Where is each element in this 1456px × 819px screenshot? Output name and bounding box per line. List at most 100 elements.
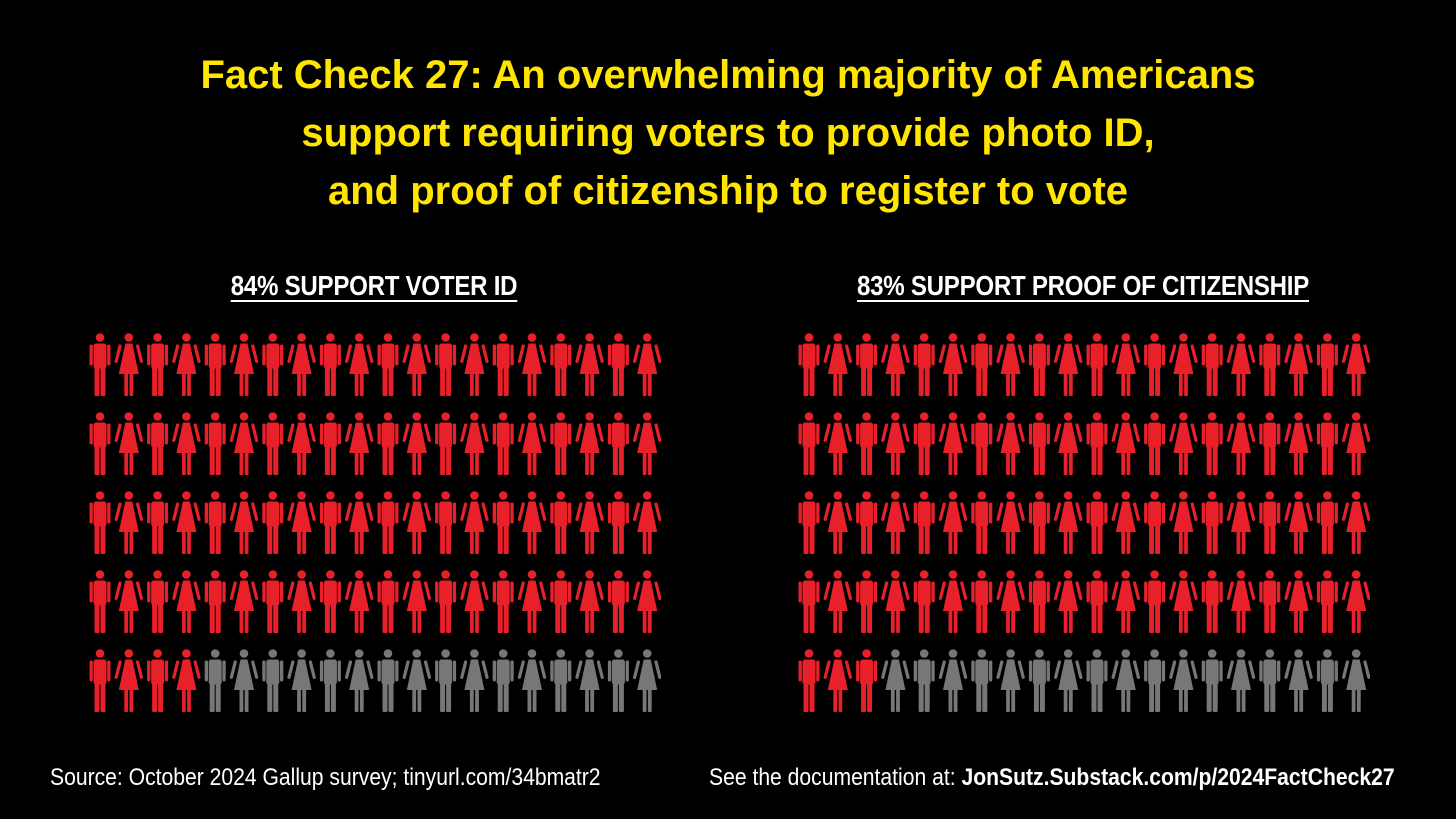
citizenship-man-icon-87 (971, 649, 993, 712)
voter-id-woman-icon-28 (287, 412, 316, 475)
citizenship-woman-icon-16 (1226, 333, 1256, 396)
voter-id-woman-icon-36 (517, 412, 547, 475)
voter-id-man-icon-73 (435, 570, 457, 633)
voter-id-man-icon-87 (262, 649, 284, 712)
voter-id-man-icon-49 (319, 491, 341, 554)
citizenship-woman-icon-6 (938, 333, 968, 396)
citizenship-man-icon-95 (1201, 649, 1223, 712)
citizenship-woman-icon-54 (1169, 491, 1198, 554)
voter-id-woman-icon-52 (402, 491, 432, 554)
voter-id-man-icon-59 (607, 491, 629, 554)
citizenship-man-icon-25 (913, 412, 935, 475)
voter-id-woman-icon-86 (229, 649, 259, 712)
citizenship-woman-icon-48 (996, 491, 1025, 554)
citizenship-woman-icon-88 (996, 649, 1025, 712)
voter-id-woman-icon-54 (460, 491, 489, 554)
citizenship-woman-icon-10 (1053, 333, 1083, 396)
citizenship-man-icon-55 (1201, 491, 1223, 554)
voter-id-woman-icon-80 (632, 570, 661, 633)
citizenship-man-icon-51 (1086, 491, 1108, 554)
voter-id-woman-icon-8 (287, 333, 316, 396)
source-note: Source: October 2024 Gallup survey; tiny… (50, 764, 601, 791)
citizenship-man-icon-35 (1201, 412, 1223, 475)
citizenship-man-icon-93 (1144, 649, 1166, 712)
citizenship-man-icon-7 (971, 333, 993, 396)
voter-id-woman-icon-56 (517, 491, 547, 554)
voter-id-man-icon-75 (492, 570, 514, 633)
voter-id-man-icon-57 (550, 491, 572, 554)
voter-id-woman-icon-94 (460, 649, 489, 712)
citizenship-man-icon-71 (1086, 570, 1108, 633)
voter-id-man-icon-91 (377, 649, 399, 712)
citizenship-man-icon-69 (1028, 570, 1050, 633)
voter-id-woman-icon-12 (402, 333, 432, 396)
voter-id-man-icon-1 (89, 333, 111, 396)
citizenship-man-icon-29 (1028, 412, 1050, 475)
voter-id-woman-icon-98 (575, 649, 604, 712)
voter-id-woman-icon-72 (402, 570, 432, 633)
voter-id-man-icon-7 (262, 333, 284, 396)
citizenship-woman-icon-34 (1169, 412, 1198, 475)
voter-id-man-icon-27 (262, 412, 284, 475)
voter-id-woman-icon-32 (402, 412, 432, 475)
citizenship-woman-icon-22 (823, 412, 853, 475)
voter-id-woman-icon-92 (402, 649, 432, 712)
citizenship-man-icon-63 (856, 570, 878, 633)
citizenship-man-icon-59 (1316, 491, 1338, 554)
citizenship-man-icon-79 (1316, 570, 1338, 633)
voter-id-woman-icon-48 (287, 491, 316, 554)
citizenship-man-icon-61 (798, 570, 820, 633)
voter-id-woman-icon-30 (344, 412, 374, 475)
voter-id-man-icon-37 (550, 412, 572, 475)
citizenship-woman-icon-68 (996, 570, 1025, 633)
voter-id-woman-icon-20 (632, 333, 661, 396)
voter-id-woman-icon-50 (344, 491, 374, 554)
voter-id-man-icon-29 (319, 412, 341, 475)
voter-id-woman-icon-70 (344, 570, 374, 633)
citizenship-woman-icon-80 (1341, 570, 1370, 633)
citizenship-man-icon-83 (856, 649, 878, 712)
voter-id-man-icon-55 (492, 491, 514, 554)
citizenship-man-icon-85 (913, 649, 935, 712)
citizenship-woman-icon-52 (1111, 491, 1141, 554)
voter-id-man-icon-47 (262, 491, 284, 554)
citizenship-woman-icon-42 (823, 491, 853, 554)
citizenship-man-icon-49 (1028, 491, 1050, 554)
citizenship-man-icon-27 (971, 412, 993, 475)
voter-id-man-icon-39 (607, 412, 629, 475)
voter-id-chart-title: 84% SUPPORT VOTER ID (230, 270, 518, 301)
citizenship-man-icon-13 (1144, 333, 1166, 396)
voter-id-woman-icon-74 (460, 570, 489, 633)
citizenship-woman-icon-12 (1111, 333, 1141, 396)
voter-id-woman-icon-44 (172, 491, 201, 554)
voter-id-woman-icon-66 (229, 570, 259, 633)
voter-id-man-icon-5 (204, 333, 226, 396)
citizenship-woman-icon-8 (996, 333, 1025, 396)
citizenship-man-icon-33 (1144, 412, 1166, 475)
documentation-link[interactable]: JonSutz.Substack.com/p/2024FactCheck27 (961, 764, 1395, 791)
citizenship-man-icon-89 (1028, 649, 1050, 712)
citizenship-man-icon-11 (1086, 333, 1108, 396)
citizenship-woman-icon-28 (996, 412, 1025, 475)
voter-id-man-icon-69 (319, 570, 341, 633)
citizenship-man-icon-9 (1028, 333, 1050, 396)
citizenship-woman-icon-98 (1284, 649, 1313, 712)
citizenship-woman-icon-70 (1053, 570, 1083, 633)
voter-id-man-icon-95 (492, 649, 514, 712)
voter-id-man-icon-53 (435, 491, 457, 554)
voter-id-woman-icon-96 (517, 649, 547, 712)
citizenship-woman-icon-26 (938, 412, 968, 475)
voter-id-woman-icon-60 (632, 491, 661, 554)
voter-id-man-icon-89 (319, 649, 341, 712)
voter-id-woman-icon-58 (575, 491, 604, 554)
citizenship-woman-icon-44 (881, 491, 910, 554)
documentation-prefix: See the documentation at: (709, 764, 962, 791)
voter-id-man-icon-19 (607, 333, 629, 396)
citizenship-woman-icon-40 (1341, 412, 1370, 475)
voter-id-man-icon-85 (204, 649, 226, 712)
voter-id-woman-icon-16 (517, 333, 547, 396)
voter-id-man-icon-15 (492, 333, 514, 396)
voter-id-man-icon-17 (550, 333, 572, 396)
citizenship-man-icon-91 (1086, 649, 1108, 712)
citizenship-woman-icon-96 (1226, 649, 1256, 712)
